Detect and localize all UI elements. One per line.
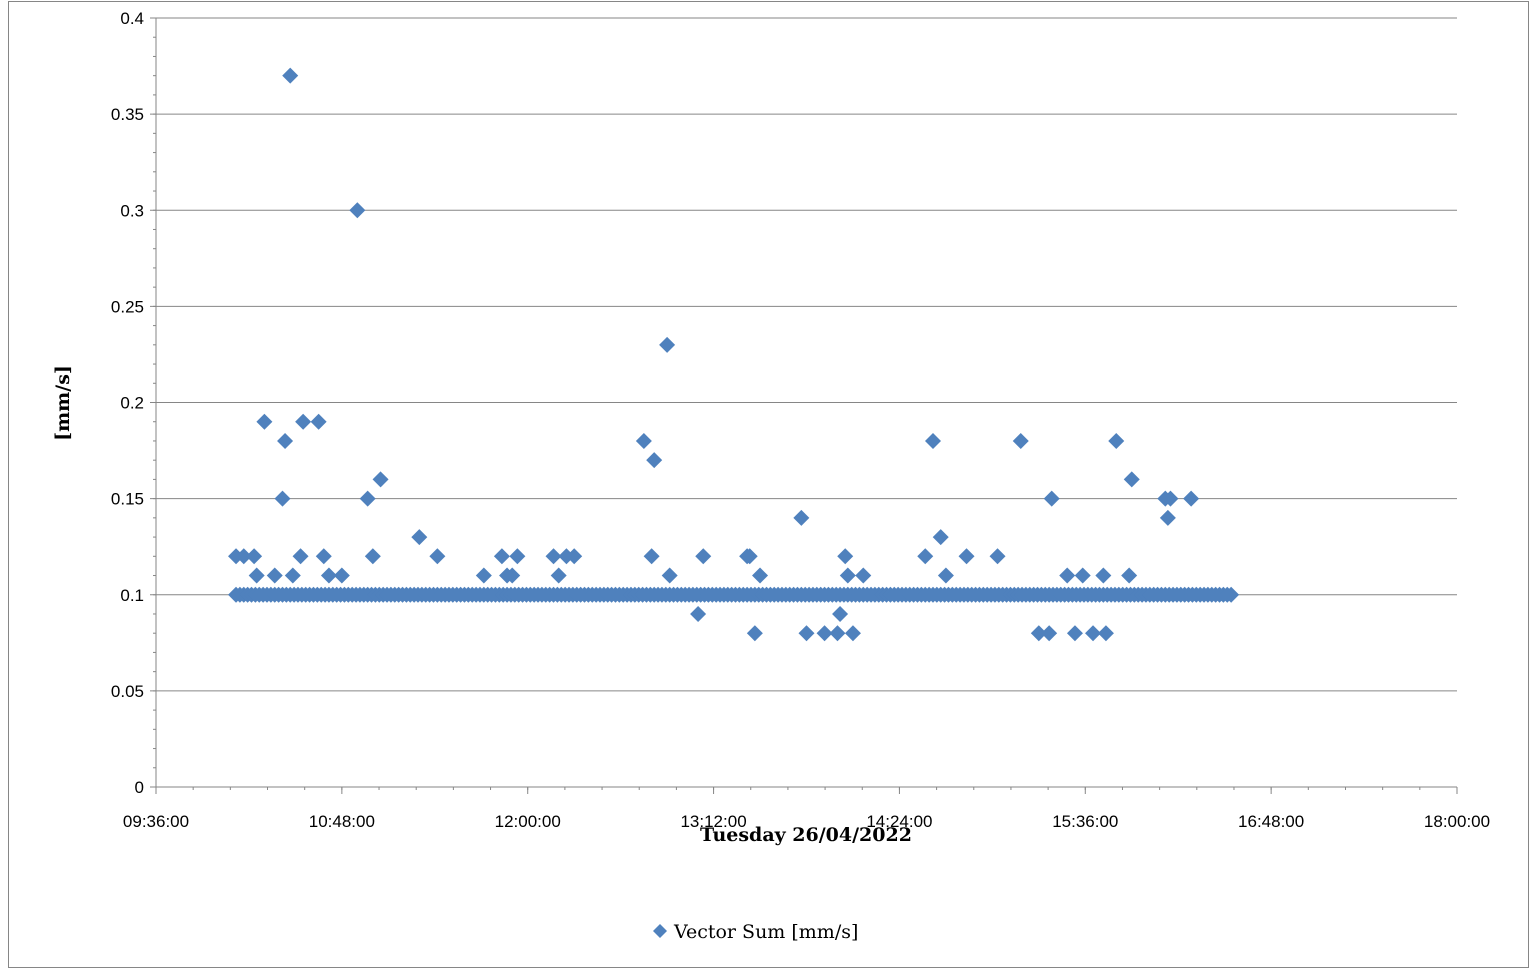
data-point xyxy=(746,625,763,642)
y-tick-label: 0.15 xyxy=(111,490,144,509)
data-point xyxy=(659,336,676,353)
y-tick-label: 0 xyxy=(135,778,144,797)
legend-marker xyxy=(653,924,667,938)
data-point xyxy=(1123,471,1140,488)
data-point xyxy=(372,471,389,488)
data-point xyxy=(320,567,337,584)
data-point xyxy=(816,625,833,642)
axes xyxy=(150,17,1458,794)
data-point xyxy=(937,567,954,584)
data-point xyxy=(832,605,849,622)
data-point xyxy=(295,413,312,430)
data-point xyxy=(359,490,376,507)
data-point xyxy=(661,567,678,584)
y-tick-label: 0.05 xyxy=(111,682,144,701)
y-tick-label: 0.1 xyxy=(120,586,144,605)
data-point xyxy=(1059,567,1076,584)
data-point xyxy=(1183,490,1200,507)
data-point xyxy=(932,529,949,546)
data-point xyxy=(1012,432,1029,449)
data-point xyxy=(349,202,366,219)
data-point xyxy=(695,548,712,565)
x-tick-label: 16:48:00 xyxy=(1238,812,1304,831)
data-point xyxy=(1066,625,1083,642)
x-axis-title: Tuesday 26/04/2022 xyxy=(700,824,912,846)
data-point xyxy=(256,413,273,430)
x-tick-label: 14:24:00 xyxy=(866,812,932,831)
data-point xyxy=(364,548,381,565)
data-point xyxy=(282,67,299,84)
data-point xyxy=(504,567,521,584)
data-point xyxy=(924,432,941,449)
data-point xyxy=(839,567,856,584)
data-point xyxy=(1097,625,1114,642)
data-point xyxy=(235,548,252,565)
data-point xyxy=(1121,567,1138,584)
legend-label: Vector Sum [mm/s] xyxy=(673,921,858,943)
x-tick-label: 13:12:00 xyxy=(680,812,746,831)
data-point xyxy=(829,625,846,642)
y-tick-label: 0.4 xyxy=(120,9,144,28)
data-point xyxy=(292,548,309,565)
data-points xyxy=(228,67,1240,642)
data-point xyxy=(741,548,758,565)
data-point xyxy=(752,567,769,584)
x-tick-label: 09:36:00 xyxy=(123,812,189,831)
data-point xyxy=(493,548,510,565)
data-point xyxy=(958,548,975,565)
data-point xyxy=(989,548,1006,565)
chart-border xyxy=(8,1,1529,968)
y-tick-label: 0.25 xyxy=(111,297,144,316)
data-point xyxy=(1041,625,1058,642)
data-point xyxy=(1074,567,1091,584)
data-point xyxy=(837,548,854,565)
data-point xyxy=(1043,490,1060,507)
data-point xyxy=(248,567,265,584)
data-point xyxy=(1162,490,1179,507)
x-tick-label: 12:00:00 xyxy=(495,812,561,831)
data-point xyxy=(635,432,652,449)
data-point xyxy=(284,567,301,584)
x-tick-label: 10:48:00 xyxy=(309,812,375,831)
data-point xyxy=(798,625,815,642)
data-point xyxy=(844,625,861,642)
data-point xyxy=(274,490,291,507)
data-point-baseline xyxy=(1223,586,1240,603)
y-tick-label: 0.35 xyxy=(111,105,144,124)
y-axis-title: [mm/s] xyxy=(52,365,74,441)
x-tick-label: 15:36:00 xyxy=(1052,812,1118,831)
data-point xyxy=(246,548,263,565)
data-point xyxy=(1085,625,1102,642)
data-point xyxy=(310,413,327,430)
data-point xyxy=(855,567,872,584)
data-point xyxy=(643,548,660,565)
data-point xyxy=(333,567,350,584)
data-point xyxy=(1108,432,1125,449)
data-point xyxy=(1030,625,1047,642)
data-point xyxy=(646,452,663,469)
data-point xyxy=(277,432,294,449)
data-point xyxy=(1159,509,1176,526)
x-tick-label: 18:00:00 xyxy=(1424,812,1490,831)
data-point xyxy=(411,529,428,546)
data-point xyxy=(566,548,583,565)
tick-labels: 0 0.05 0.1 0.15 0.2 0.25 0.3 0.35 0.4 09:36:00 10:… xyxy=(111,9,1490,831)
data-point xyxy=(690,605,707,622)
data-point xyxy=(545,548,562,565)
y-tick-label: 0.2 xyxy=(120,394,144,413)
data-point xyxy=(509,548,526,565)
y-tick-label: 0.3 xyxy=(120,201,144,220)
data-point xyxy=(315,548,332,565)
legend: Vector Sum [mm/s] xyxy=(653,921,858,943)
data-point xyxy=(266,567,283,584)
data-point xyxy=(429,548,446,565)
data-point xyxy=(475,567,492,584)
data-point xyxy=(550,567,567,584)
data-point xyxy=(917,548,934,565)
data-point xyxy=(793,509,810,526)
data-point xyxy=(1095,567,1112,584)
